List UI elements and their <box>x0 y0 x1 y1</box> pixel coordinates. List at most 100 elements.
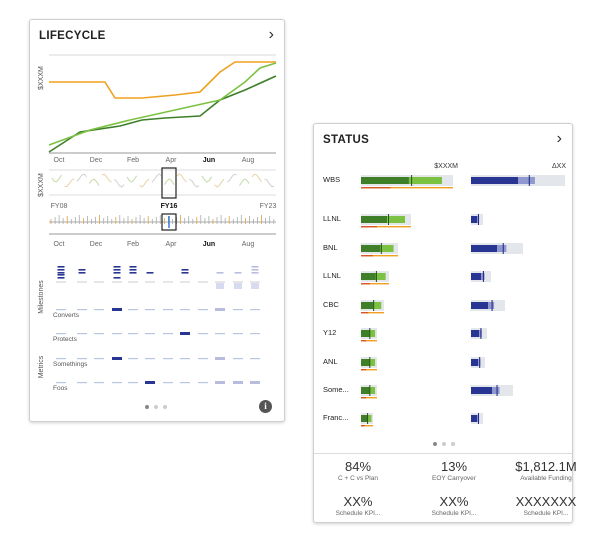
pager-dot[interactable] <box>163 405 167 409</box>
metric-mark <box>145 358 155 360</box>
month-tick-label: Oct <box>54 157 65 164</box>
metric-mark <box>128 333 138 335</box>
pager-dot[interactable] <box>145 405 149 409</box>
lifecycle-pager[interactable] <box>145 405 167 409</box>
metric-mark <box>77 382 87 384</box>
sparkline-segment <box>126 175 138 183</box>
milestone-future-block <box>234 283 242 289</box>
delta-spent-bar <box>471 359 478 366</box>
status-row-label: WBS <box>323 175 340 184</box>
metric-mark <box>94 333 104 335</box>
status-rows: WBS LLNL BNL LLNL CBC Y12 ANL Some... Franc... <box>323 175 565 427</box>
funding-plan-line <box>361 369 377 371</box>
col-header-funding: $XXXM <box>434 163 458 170</box>
year-selector-window[interactable] <box>161 167 177 199</box>
lifecycle-title: LIFECYCLE <box>39 30 106 42</box>
sparkline-segment <box>264 178 275 188</box>
funding-overrun-line <box>361 255 373 257</box>
metric-mark <box>163 333 173 335</box>
strip-y-label: $XXXM <box>38 173 45 197</box>
funding-overrun-line <box>361 226 377 228</box>
year-label: FY23 <box>260 203 277 210</box>
month-tick-label: Oct <box>54 241 65 248</box>
funding-overrun-line <box>361 397 367 399</box>
orange-series-line <box>49 61 276 99</box>
milestone-bar <box>146 272 154 274</box>
kpi-label: EOY Carryover <box>432 475 476 482</box>
milestone-future-block <box>216 283 224 289</box>
milestones-grid: Converts Protects Somethings Foos <box>53 266 260 392</box>
metric-mark <box>180 382 190 384</box>
lifecycle-chevron-right-icon[interactable]: › <box>268 26 274 43</box>
delta-spent-bar <box>471 415 477 422</box>
delta-spent-bar <box>471 177 518 184</box>
status-pager[interactable] <box>433 442 455 446</box>
kpi-label: C + C vs Plan <box>338 475 378 482</box>
kpi-value: 13% <box>440 459 468 474</box>
funding-plan-line <box>361 397 377 399</box>
status-row-label: Some... <box>323 385 349 394</box>
milestone-future-block <box>251 283 259 289</box>
sparkline-segment <box>139 178 150 188</box>
funding-spent-bar <box>361 273 376 280</box>
kpi-tile[interactable]: XX% Schedule KPI... <box>414 494 494 517</box>
kpi-value: XX% <box>439 494 469 509</box>
kpi-tile[interactable]: 13% EOY Carryover <box>414 459 494 482</box>
metric-mark <box>128 309 138 311</box>
milestone-bar <box>216 272 224 274</box>
status-row-label: CBC <box>323 300 339 309</box>
month-selector-window[interactable] <box>161 213 177 231</box>
metric-mark <box>145 381 155 384</box>
metric-mark <box>198 309 208 311</box>
metric-mark <box>145 309 155 311</box>
kpi-tile[interactable]: XXXXXXX Schedule KPI... <box>506 494 586 517</box>
sparkline-segment <box>176 173 187 183</box>
kpi-tile[interactable]: 84% C + C vs Plan <box>318 459 398 482</box>
status-row-label: BNL <box>323 243 338 252</box>
kpi-tile[interactable]: $1,812.1M Available Funding <box>506 459 586 482</box>
funding-plan-line <box>361 226 411 228</box>
sparkline-segment <box>64 178 75 188</box>
metric-mark <box>77 358 87 360</box>
metric-mark <box>180 309 190 311</box>
status-chevron-right-icon[interactable]: › <box>556 130 562 147</box>
sparkline-strip <box>51 173 275 188</box>
delta-spent-bar <box>471 216 477 223</box>
kpi-value: $1,812.1M <box>515 459 577 474</box>
milestone-bar <box>78 272 86 274</box>
kpi-tile[interactable]: XX% Schedule KPI... <box>318 494 398 517</box>
top-chart-y-label: $XXXM <box>38 66 45 90</box>
sparkline-segment <box>226 173 237 183</box>
metric-mark <box>250 358 260 360</box>
pager-dot[interactable] <box>433 442 437 446</box>
metric-mark <box>250 333 260 335</box>
metric-mark <box>198 382 208 384</box>
month-tick-label: Dec <box>90 241 103 248</box>
funding-overrun-line <box>361 187 391 189</box>
funding-spent-bar <box>361 359 370 366</box>
metric-mark <box>180 358 190 360</box>
milestone-bar <box>181 269 189 271</box>
pager-dot[interactable] <box>451 442 455 446</box>
funding-overrun-line <box>361 340 367 342</box>
info-icon[interactable]: i <box>259 400 272 413</box>
metric-mark <box>233 309 243 311</box>
milestone-bar <box>251 269 259 271</box>
milestone-bar <box>57 272 65 274</box>
milestones-label: Milestones <box>38 280 45 314</box>
funding-plan-line <box>361 283 389 285</box>
month-tick-label: Feb <box>127 157 139 164</box>
kpi-label: Schedule KPI... <box>431 510 477 517</box>
milestone-bar <box>57 269 65 271</box>
status-card: STATUS › $XXXM ΔXX WBS LLNL BNL LLNL CBC Y12 A… <box>313 123 577 523</box>
pager-dot[interactable] <box>154 405 158 409</box>
sparkline-segment <box>89 178 100 186</box>
metric-mark <box>233 381 243 384</box>
funding-spent-bar <box>361 245 381 252</box>
sparkline-segment <box>114 178 125 188</box>
metric-mark <box>163 309 173 311</box>
delta-spent-bar <box>471 302 488 309</box>
pager-dot[interactable] <box>442 442 446 446</box>
milestone-bar <box>113 266 121 268</box>
month-tick-label: Apr <box>166 157 178 164</box>
